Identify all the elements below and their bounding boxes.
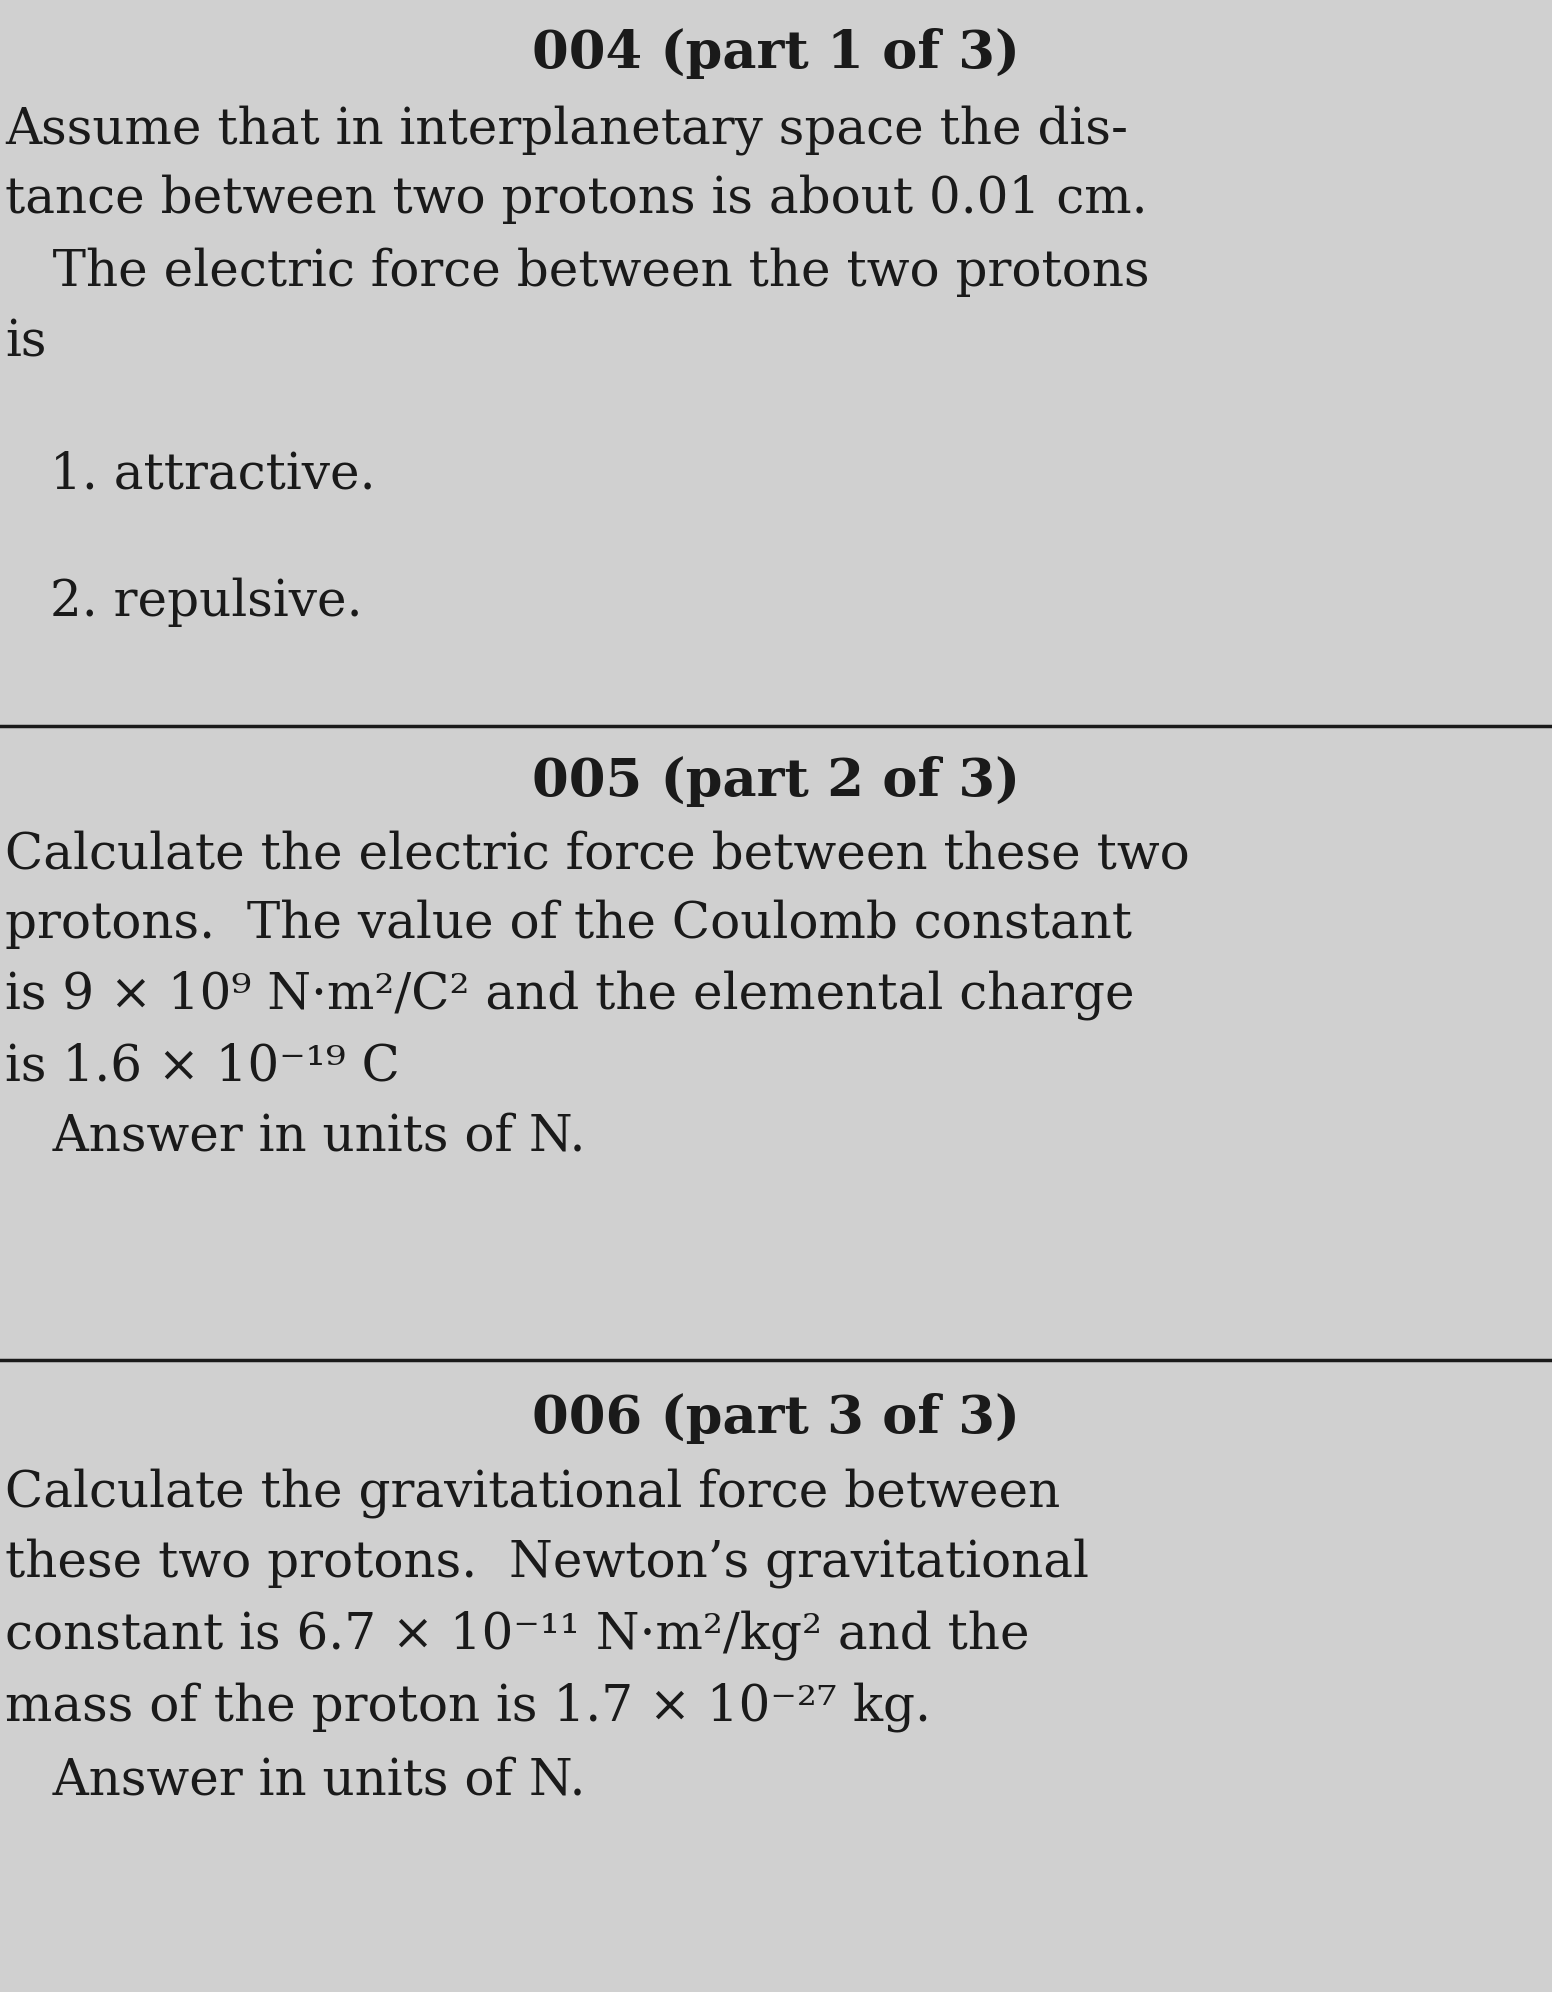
Text: Calculate the gravitational force between: Calculate the gravitational force betwee… — [5, 1468, 1060, 1518]
Text: constant is 6.7 × 10⁻¹¹ N·m²/kg² and the: constant is 6.7 × 10⁻¹¹ N·m²/kg² and the — [5, 1610, 1029, 1659]
Text: tance between two protons is about 0.01 cm.: tance between two protons is about 0.01 … — [5, 175, 1147, 225]
Text: Answer in units of N.: Answer in units of N. — [5, 1757, 585, 1805]
Text: The electric force between the two protons: The electric force between the two proto… — [5, 247, 1150, 297]
Text: is 1.6 × 10⁻¹⁹ C: is 1.6 × 10⁻¹⁹ C — [5, 1042, 400, 1092]
Text: is: is — [5, 319, 47, 367]
Text: protons.  The value of the Coulomb constant: protons. The value of the Coulomb consta… — [5, 900, 1131, 950]
Text: 2. repulsive.: 2. repulsive. — [50, 578, 363, 627]
Text: mass of the proton is 1.7 × 10⁻²⁷ kg.: mass of the proton is 1.7 × 10⁻²⁷ kg. — [5, 1681, 931, 1731]
Text: 1. attractive.: 1. attractive. — [50, 450, 376, 500]
Text: 005 (part 2 of 3): 005 (part 2 of 3) — [532, 757, 1020, 807]
Text: these two protons.  Newton’s gravitational: these two protons. Newton’s gravitationa… — [5, 1538, 1090, 1588]
Text: 004 (part 1 of 3): 004 (part 1 of 3) — [532, 28, 1020, 80]
Text: Assume that in interplanetary space the dis-: Assume that in interplanetary space the … — [5, 106, 1128, 155]
Text: is 9 × 10⁹ N·m²/C² and the elemental charge: is 9 × 10⁹ N·m²/C² and the elemental cha… — [5, 970, 1135, 1020]
Text: 006 (part 3 of 3): 006 (part 3 of 3) — [532, 1392, 1020, 1444]
Text: Answer in units of N.: Answer in units of N. — [5, 1112, 585, 1161]
Text: Calculate the electric force between these two: Calculate the electric force between the… — [5, 831, 1190, 878]
